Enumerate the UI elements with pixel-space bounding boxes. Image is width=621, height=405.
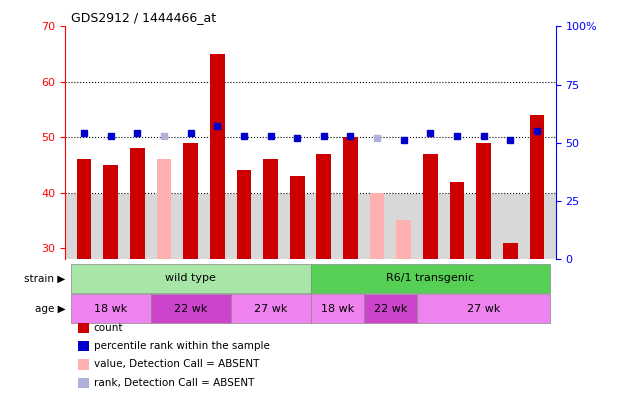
Bar	[290, 176, 304, 259]
Text: 27 wk: 27 wk	[254, 304, 287, 314]
Text: R6/1 transgenic: R6/1 transgenic	[386, 273, 474, 283]
Text: percentile rank within the sample: percentile rank within the sample	[94, 341, 270, 351]
Text: 22 wk: 22 wk	[374, 304, 407, 314]
Bar	[364, 294, 417, 323]
Bar	[156, 160, 171, 259]
Bar	[476, 143, 491, 259]
Bar	[450, 181, 465, 259]
Text: 18 wk: 18 wk	[94, 304, 127, 314]
Bar	[210, 54, 225, 259]
Text: rank, Detection Call = ABSENT: rank, Detection Call = ABSENT	[94, 378, 254, 388]
Bar	[310, 264, 550, 293]
Bar	[103, 165, 118, 259]
Bar	[530, 115, 545, 259]
Bar	[343, 137, 358, 259]
Bar	[503, 243, 518, 259]
Text: strain ▶: strain ▶	[24, 273, 65, 283]
Bar	[130, 148, 145, 259]
Text: 22 wk: 22 wk	[174, 304, 207, 314]
Bar	[417, 294, 550, 323]
Bar	[423, 154, 438, 259]
Text: value, Detection Call = ABSENT: value, Detection Call = ABSENT	[94, 360, 259, 369]
Text: age ▶: age ▶	[35, 304, 65, 314]
Bar	[237, 171, 251, 259]
Text: count: count	[94, 323, 124, 333]
Bar	[76, 160, 91, 259]
Bar	[317, 154, 331, 259]
Bar	[370, 193, 384, 259]
Bar	[71, 294, 150, 323]
Text: 27 wk: 27 wk	[467, 304, 501, 314]
Bar	[230, 294, 310, 323]
Bar	[71, 264, 310, 293]
Text: GDS2912 / 1444466_at: GDS2912 / 1444466_at	[71, 11, 217, 24]
Bar	[263, 160, 278, 259]
Bar	[396, 220, 411, 259]
Text: wild type: wild type	[165, 273, 216, 283]
Bar	[65, 194, 556, 259]
Bar	[150, 294, 230, 323]
Bar	[183, 143, 198, 259]
Bar	[310, 294, 364, 323]
Text: 18 wk: 18 wk	[320, 304, 354, 314]
